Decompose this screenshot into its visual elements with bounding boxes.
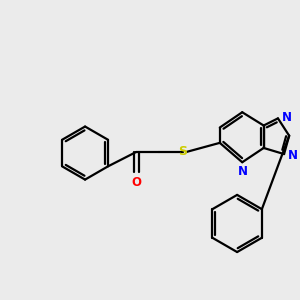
Text: O: O xyxy=(131,176,141,188)
Text: N: N xyxy=(282,111,292,124)
Text: N: N xyxy=(288,148,298,161)
Text: N: N xyxy=(238,165,248,178)
Text: S: S xyxy=(178,145,188,158)
